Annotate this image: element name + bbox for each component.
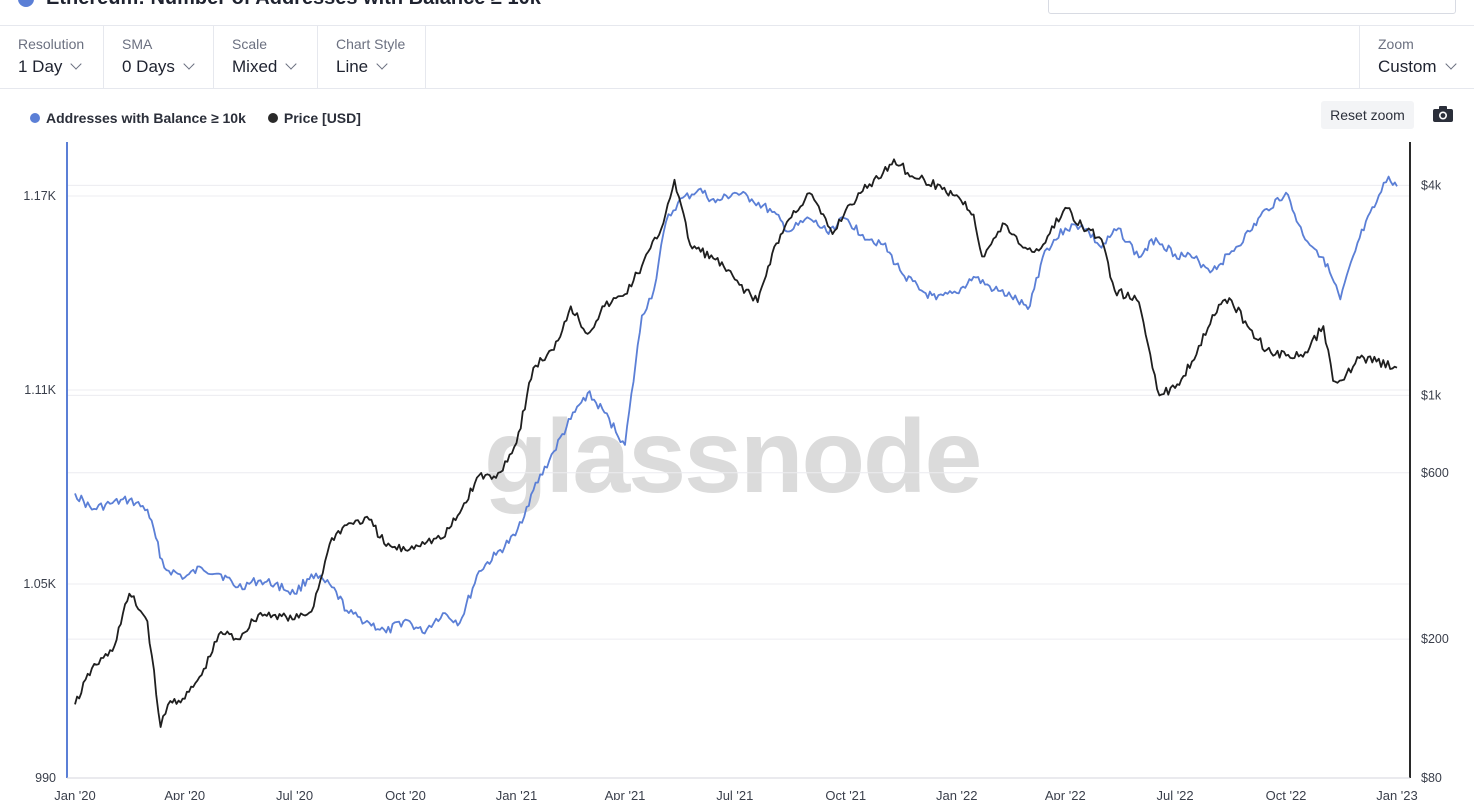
legend-dot-price — [267, 113, 278, 123]
date-range-picker[interactable] — [1048, 0, 1456, 14]
line-chart[interactable]: 990 1.05K 1.11K 1.17K $80 $200 $600 $1k $4k Jan… — [0, 130, 1474, 800]
grid-lines — [67, 184, 1410, 779]
ethereum-icon — [18, 0, 34, 7]
chart-style-label: Chart Style — [336, 36, 406, 52]
reset-zoom-button[interactable]: Reset zoom — [1321, 101, 1414, 129]
y-left-tick-label: 1.11K — [24, 383, 56, 397]
legend-label-price: Price [USD] — [283, 110, 361, 126]
series-line-addresses — [74, 175, 1398, 635]
y-axis-left-labels: 990 1.05K 1.11K 1.17K — [23, 189, 56, 785]
x-tick-label: Jan '20 — [54, 788, 96, 800]
page-title: Ethereum: Number of Addresses with Balan… — [46, 0, 541, 10]
x-tick-label: Oct '20 — [385, 788, 426, 800]
x-axis-labels: Jan '20 Apr '20 Jul '20 Oct '20 Jan '21 Apr '… — [54, 788, 1418, 800]
x-tick-label: Apr '20 — [164, 788, 205, 800]
chart-style-dropdown[interactable]: Chart Style Line — [318, 26, 426, 88]
series-lines — [74, 158, 1398, 728]
chevron-down-icon — [285, 58, 298, 70]
zoom-value: Custom — [1378, 57, 1457, 77]
scale-value: Mixed — [232, 57, 298, 77]
chevron-down-icon — [183, 58, 195, 70]
scale-dropdown[interactable]: Scale Mixed — [214, 26, 318, 88]
camera-icon[interactable] — [1433, 106, 1453, 122]
x-tick-label: Apr '21 — [605, 788, 646, 800]
legend-item-addresses[interactable]: Addresses with Balance ≥ 10k — [30, 110, 246, 126]
resolution-label: Resolution — [18, 36, 85, 52]
sma-dropdown[interactable]: SMA 0 Days — [104, 26, 214, 88]
legend-label-addresses: Addresses with Balance ≥ 10k — [46, 110, 246, 126]
chart-axes — [66, 142, 1411, 779]
zoom-dropdown[interactable]: Zoom Custom — [1359, 26, 1474, 88]
x-tick-label: Jul '21 — [716, 788, 753, 800]
series-line-price — [74, 158, 1398, 728]
sma-value: 0 Days — [122, 57, 195, 77]
legend-item-price[interactable]: Price [USD] — [267, 110, 361, 126]
x-tick-label: Jan '21 — [496, 788, 538, 800]
x-tick-label: Jan '23 — [1376, 788, 1418, 800]
x-tick-label: Jul '22 — [1156, 788, 1193, 800]
x-tick-label: Jul '20 — [276, 788, 313, 800]
chart-controls: Resolution 1 Day SMA 0 Days Scale Mixed … — [0, 26, 1474, 89]
y-right-tick-label: $200 — [1421, 632, 1449, 646]
title-bar: Ethereum: Number of Addresses with Balan… — [0, 0, 1474, 26]
y-axis-right-labels: $80 $200 $600 $1k $4k — [1421, 178, 1449, 785]
x-tick-label: Apr '22 — [1045, 788, 1086, 800]
resolution-dropdown[interactable]: Resolution 1 Day — [0, 26, 104, 88]
x-tick-label: Oct '21 — [825, 788, 866, 800]
chart-legend: Addresses with Balance ≥ 10k Price [USD] — [30, 110, 361, 126]
y-right-tick-label: $1k — [1421, 388, 1442, 402]
chevron-down-icon — [376, 58, 388, 70]
legend-dot-addresses — [30, 113, 40, 123]
chevron-down-icon — [70, 58, 83, 70]
sma-label: SMA — [122, 36, 153, 52]
x-tick-label: Oct '22 — [1266, 788, 1307, 800]
scale-label: Scale — [232, 36, 268, 52]
y-left-tick-label: 1.17K — [23, 189, 56, 203]
watermark-glassnode: glassnode — [484, 399, 982, 515]
chart-style-value: Line — [336, 57, 388, 77]
resolution-value: 1 Day — [18, 57, 83, 77]
y-left-tick-label: 990 — [35, 771, 56, 785]
y-left-tick-label: 1.05K — [23, 577, 56, 591]
chevron-down-icon — [1444, 58, 1457, 70]
y-right-tick-label: $80 — [1421, 771, 1442, 785]
x-tick-label: Jan '22 — [936, 788, 978, 800]
y-right-tick-label: $4k — [1421, 178, 1442, 192]
zoom-label: Zoom — [1378, 36, 1414, 52]
y-right-tick-label: $600 — [1421, 466, 1449, 480]
